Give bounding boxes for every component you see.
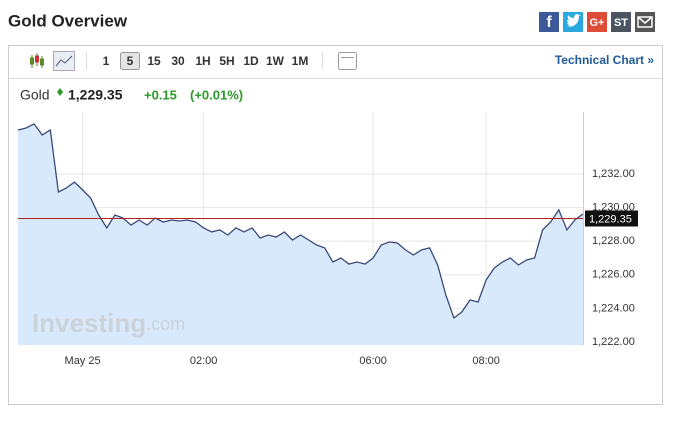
quote-change-pct: (+0.01%) (190, 87, 243, 102)
interval[interactable]: 1W (266, 54, 285, 68)
interval[interactable]: 30 (171, 54, 185, 68)
twitter-icon (567, 14, 581, 27)
watermark-suffix: .com (146, 314, 185, 334)
candle-icon[interactable] (30, 53, 44, 68)
stocktwits-label: ST (614, 17, 628, 29)
technical-chart-link[interactable]: Technical Chart » (555, 53, 654, 67)
title: Gold Overview (8, 11, 128, 30)
last-price-label: 1,229.35 (589, 213, 632, 225)
x-tick-label: 06:00 (359, 355, 387, 367)
watermark-brand: Investing (32, 308, 146, 338)
y-tick-label: 1,222.00 (592, 336, 635, 348)
interval[interactable]: 5H (219, 54, 234, 68)
email-icon (637, 16, 653, 28)
quote-price: 1,229.35 (68, 87, 123, 103)
settings-icon[interactable] (338, 52, 357, 70)
up-arrow (57, 88, 63, 96)
interval[interactable]: 1 (103, 54, 110, 68)
facebook-label: f (546, 14, 552, 31)
google-plus-label: G+ (590, 17, 605, 29)
interval[interactable]: 5 (127, 54, 134, 68)
y-tick-label: 1,232.00 (592, 168, 635, 180)
y-tick-label: 1,228.00 (592, 235, 635, 247)
interval[interactable]: 15 (147, 54, 161, 68)
x-tick-label: May 25 (65, 355, 101, 367)
last-price-box (585, 210, 638, 227)
price-line (17, 123, 584, 320)
x-tick-label: 02:00 (190, 355, 218, 367)
y-tick-label: 1,224.00 (592, 302, 635, 314)
google-plus[interactable] (587, 12, 607, 32)
y-tick-label: 1,226.00 (592, 269, 635, 281)
y-tick-label: 1,230.00 (592, 201, 635, 213)
line-icon-glyph (55, 55, 73, 67)
interval[interactable]: 1D (243, 54, 259, 68)
facebook[interactable] (539, 12, 559, 32)
area-fill (18, 123, 583, 346)
interval[interactable]: 1H (195, 54, 210, 68)
quote-name: Gold (20, 87, 50, 103)
line-icon[interactable] (53, 51, 75, 71)
watermark: Investing.com (32, 308, 185, 338)
interval[interactable]: 1M (292, 54, 309, 68)
x-tick-label: 08:00 (472, 355, 500, 367)
interval-selected (120, 52, 140, 70)
stocktwits[interactable] (611, 12, 631, 32)
quote-change: +0.15 (144, 87, 177, 102)
